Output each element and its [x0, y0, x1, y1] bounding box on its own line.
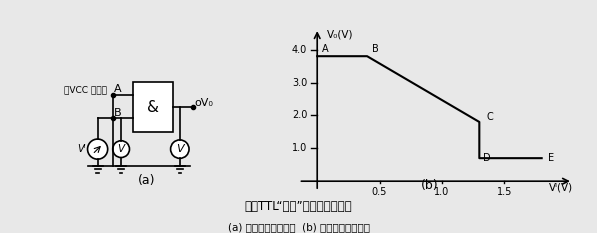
Text: 接VCC 或悬空: 接VCC 或悬空: [64, 85, 107, 94]
Text: A: A: [113, 84, 121, 94]
Text: &: &: [147, 100, 159, 115]
Text: 1.0: 1.0: [434, 187, 450, 197]
Text: C: C: [487, 112, 494, 122]
Text: D: D: [483, 153, 491, 163]
Circle shape: [88, 139, 107, 159]
Text: A: A: [322, 44, 329, 54]
Circle shape: [113, 141, 130, 158]
Text: (b): (b): [421, 179, 438, 192]
Text: 1.0: 1.0: [292, 143, 307, 153]
Text: V₀(V): V₀(V): [327, 30, 353, 40]
Text: B: B: [372, 44, 379, 54]
Text: (a): (a): [137, 174, 155, 187]
Text: 0.5: 0.5: [372, 187, 387, 197]
FancyBboxPatch shape: [133, 82, 173, 132]
Text: V: V: [118, 144, 125, 154]
Circle shape: [171, 140, 189, 158]
Text: E: E: [548, 153, 554, 163]
Text: B: B: [113, 108, 121, 118]
Text: 1.5: 1.5: [497, 187, 512, 197]
Text: oV₀: oV₀: [194, 97, 213, 107]
Text: (a) 传输特性测试电路  (b) 电压传输特性曲线: (a) 传输特性测试电路 (b) 电压传输特性曲线: [227, 223, 370, 233]
Text: 3.0: 3.0: [292, 78, 307, 88]
Text: 2.0: 2.0: [292, 110, 307, 120]
Text: 典型TTL“与非”门电压传输特性: 典型TTL“与非”门电压传输特性: [245, 200, 352, 213]
Text: V: V: [176, 144, 184, 154]
Text: 4.0: 4.0: [292, 45, 307, 55]
Text: Vᴵ: Vᴵ: [77, 144, 85, 154]
Text: Vᴵ(V): Vᴵ(V): [549, 183, 573, 193]
